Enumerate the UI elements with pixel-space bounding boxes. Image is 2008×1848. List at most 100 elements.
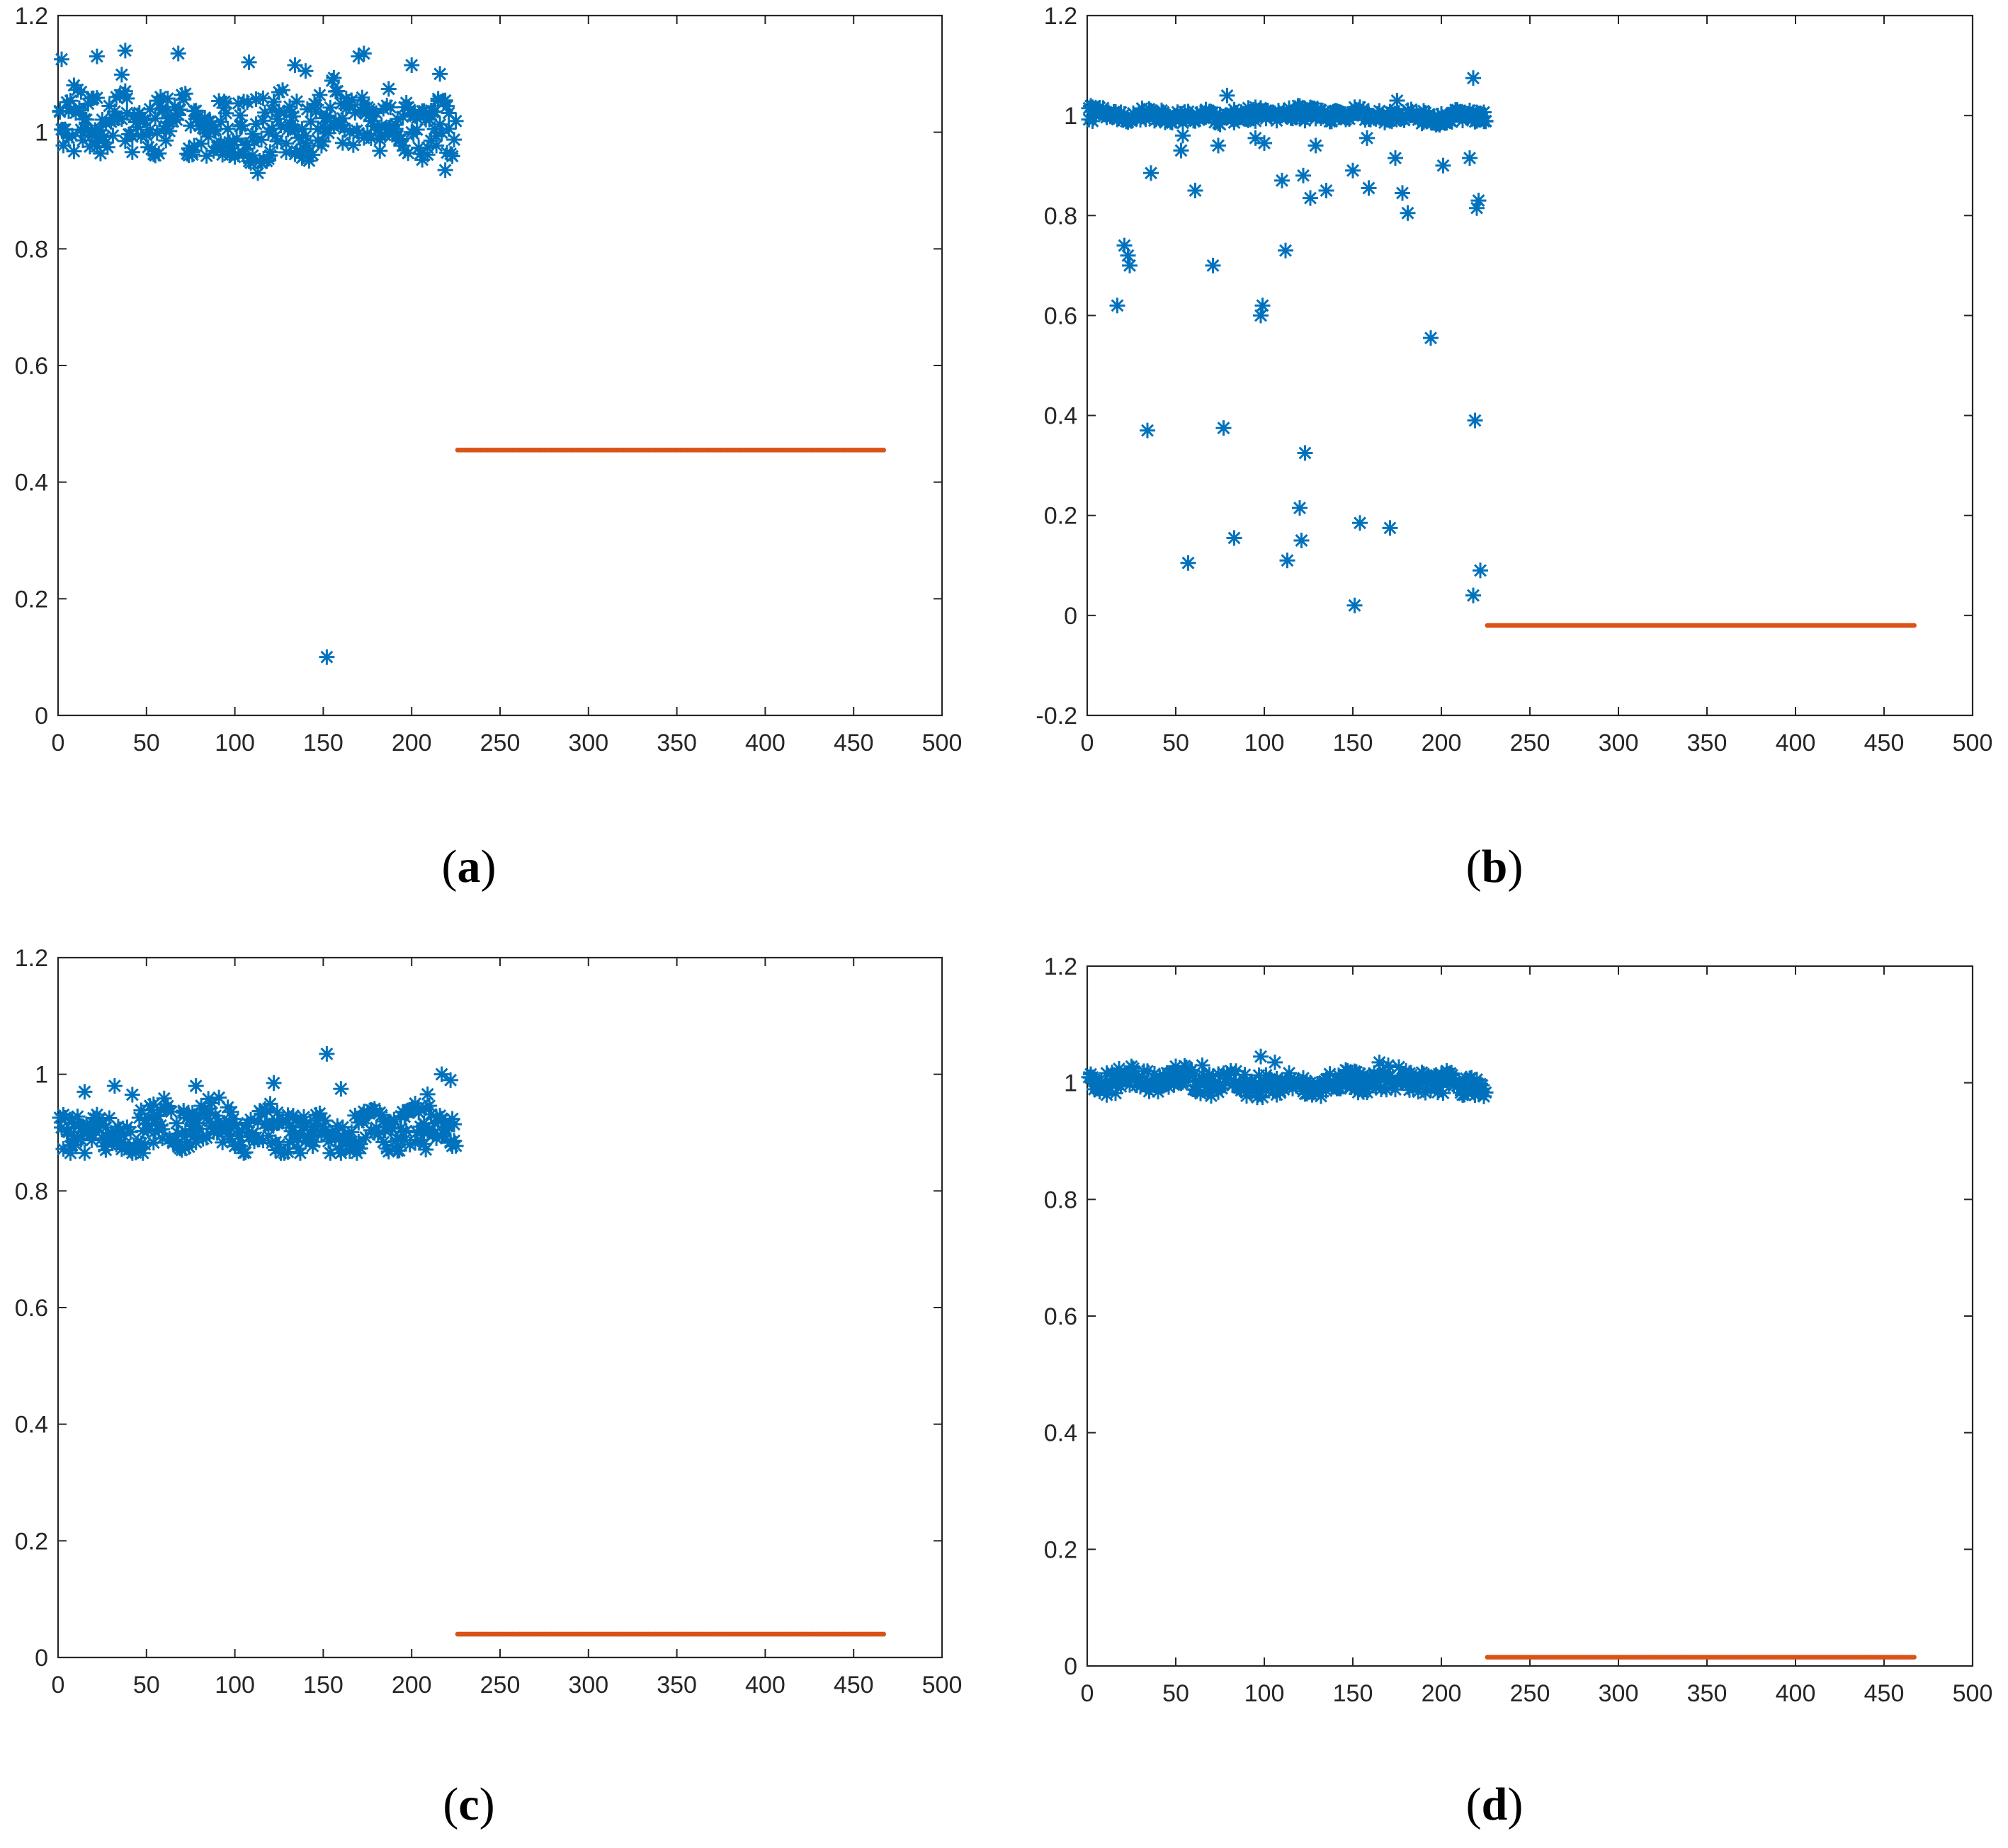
data-point bbox=[278, 144, 294, 161]
x-tick-label: 50 bbox=[1162, 730, 1189, 756]
data-point bbox=[372, 142, 388, 159]
data-point bbox=[1470, 193, 1487, 209]
y-tick-label: 0.8 bbox=[15, 236, 48, 263]
y-tick-label: 1 bbox=[35, 120, 48, 147]
data-point bbox=[1219, 87, 1235, 103]
data-point bbox=[344, 1124, 360, 1140]
data-point bbox=[297, 63, 314, 79]
y-tick-label: 0.6 bbox=[15, 353, 48, 380]
data-point bbox=[356, 45, 372, 62]
x-tick-label: 500 bbox=[922, 730, 963, 756]
data-point bbox=[124, 144, 140, 160]
data-point bbox=[329, 83, 346, 99]
data-point bbox=[380, 81, 397, 97]
y-tick-label: 1.2 bbox=[15, 945, 48, 972]
y-tick-label: 0 bbox=[1064, 1653, 1077, 1680]
data-point bbox=[382, 99, 399, 115]
x-tick-label: 200 bbox=[392, 1672, 432, 1699]
x-tick-label: 250 bbox=[1510, 730, 1550, 756]
axes-box bbox=[57, 956, 943, 1659]
data-point bbox=[1295, 167, 1311, 183]
data-point bbox=[409, 121, 425, 137]
data-point bbox=[105, 127, 121, 144]
data-point bbox=[1361, 180, 1377, 196]
data-point bbox=[1140, 422, 1155, 438]
data-point bbox=[1912, 1655, 1917, 1660]
y-tick-label: 0.4 bbox=[1044, 1420, 1077, 1447]
data-point bbox=[1477, 1084, 1494, 1101]
y-tick-label: 0.6 bbox=[1044, 1303, 1077, 1330]
data-point bbox=[1257, 135, 1272, 151]
data-point bbox=[419, 1086, 436, 1102]
x-tick-label: 350 bbox=[657, 730, 697, 756]
y-tick-label: 0.8 bbox=[1044, 1186, 1077, 1213]
y-tick-label: 0.4 bbox=[1044, 403, 1077, 430]
data-point bbox=[288, 93, 305, 110]
x-tick-label: 50 bbox=[133, 1672, 160, 1699]
data-point bbox=[1912, 623, 1917, 628]
x-tick-label: 400 bbox=[1776, 1680, 1816, 1707]
data-point bbox=[229, 130, 245, 147]
data-point bbox=[124, 1087, 140, 1103]
data-point bbox=[444, 148, 460, 164]
data-point bbox=[1308, 137, 1324, 154]
data-point bbox=[274, 82, 290, 98]
data-point bbox=[1359, 130, 1375, 146]
x-tick-label: 50 bbox=[1162, 1680, 1189, 1707]
panel-b: 0 50 100 150 200 250 300 350 400 450 500-0.200.20.… bbox=[1036, 3, 1992, 892]
x-tick-label: 350 bbox=[657, 1672, 697, 1699]
data-point bbox=[119, 90, 135, 106]
x-tick-label: 100 bbox=[215, 1672, 255, 1699]
data-point bbox=[1465, 587, 1481, 603]
data-point bbox=[1187, 183, 1203, 198]
data-point bbox=[170, 45, 186, 62]
x-tick-label: 150 bbox=[303, 730, 344, 756]
data-point bbox=[232, 108, 249, 124]
panel-c: 0 50 100 150 200 250 300 350 400 450 500 0 0.2 0.4 0.6… bbox=[15, 945, 963, 1830]
x-tick-label: 300 bbox=[1599, 1680, 1639, 1707]
data-point bbox=[135, 1145, 151, 1161]
data-point bbox=[404, 57, 420, 73]
data-point bbox=[1267, 1054, 1283, 1070]
data-point bbox=[1382, 520, 1398, 536]
data-point bbox=[448, 113, 464, 129]
data-point bbox=[106, 1078, 123, 1094]
data-point bbox=[255, 90, 271, 106]
data-point bbox=[1465, 70, 1481, 86]
caption-a: (a) bbox=[442, 841, 497, 892]
data-point bbox=[1469, 200, 1485, 216]
x-tick-label: 400 bbox=[745, 1672, 785, 1699]
x-tick-label: 150 bbox=[1333, 1680, 1373, 1707]
data-point bbox=[123, 1124, 139, 1140]
data-point bbox=[1109, 297, 1125, 314]
data-point bbox=[117, 42, 133, 59]
y-tick-label: 0 bbox=[1064, 603, 1077, 630]
caption-d: (d) bbox=[1466, 1779, 1524, 1830]
data-point bbox=[319, 1045, 335, 1062]
data-point bbox=[315, 133, 331, 149]
data-point bbox=[448, 1138, 464, 1154]
plot-area-b: 0 50 100 150 200 250 300 350 400 450 500-0.200.20.… bbox=[1036, 3, 1992, 756]
data-point bbox=[287, 57, 303, 73]
x-tick-label: 0 bbox=[52, 730, 65, 756]
data-point bbox=[241, 54, 257, 70]
plot-area-a: 0 50 100 150 200 250 300 350 400 450 500 0 0.2 0.4 0.6… bbox=[15, 3, 963, 756]
y-tick-label: 0.2 bbox=[15, 586, 48, 613]
y-tick-label: 0 bbox=[35, 1645, 48, 1672]
data-point bbox=[1352, 515, 1368, 531]
data-point bbox=[1173, 142, 1189, 159]
data-point bbox=[1210, 137, 1226, 154]
x-tick-label: 250 bbox=[1510, 1680, 1550, 1707]
data-point bbox=[1395, 185, 1410, 201]
data-point bbox=[1423, 330, 1439, 346]
panel-d: 0 50 100 150 200 250 300 350 400 450 500 0 0.2 0.4 0.6… bbox=[1044, 953, 1993, 1830]
x-tick-label: 300 bbox=[568, 1672, 608, 1699]
panel-a: 0 50 100 150 200 250 300 350 400 450 500 0 0.2 0.4 0.6… bbox=[15, 3, 963, 892]
x-tick-label: 200 bbox=[392, 730, 432, 756]
y-tick-label: 0.6 bbox=[1044, 302, 1077, 329]
y-tick-label: 0.8 bbox=[15, 1178, 48, 1205]
data-point bbox=[1346, 597, 1363, 613]
data-point bbox=[446, 1116, 463, 1133]
x-tick-label: 200 bbox=[1422, 1680, 1462, 1707]
data-point bbox=[1274, 172, 1290, 188]
